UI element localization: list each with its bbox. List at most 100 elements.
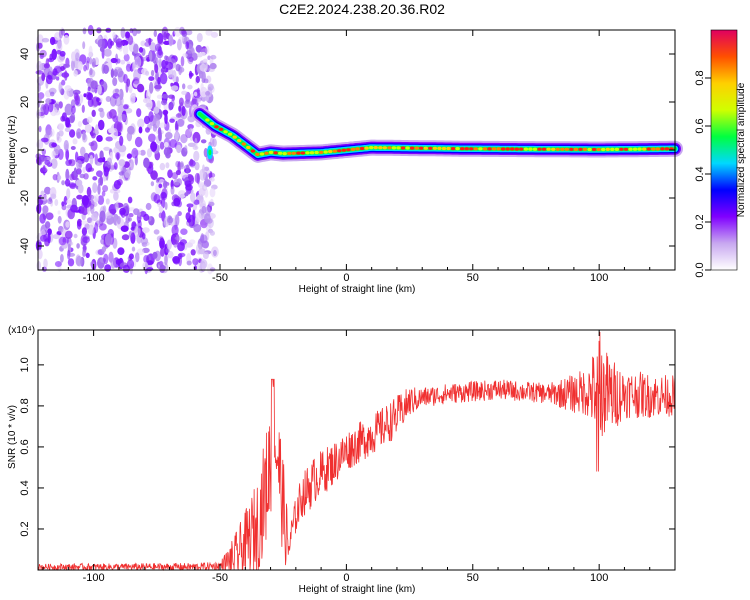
heatmap-cell xyxy=(40,104,46,113)
heatmap-cell xyxy=(97,157,105,163)
heatmap-cell xyxy=(71,59,75,71)
heatmap-ridge-peak xyxy=(227,132,233,136)
heatmap-cell xyxy=(102,185,109,192)
heatmap-cell xyxy=(209,187,216,198)
heatmap-ridge-peak xyxy=(255,152,260,156)
heatmap-cell xyxy=(112,77,118,87)
heatmap-cell xyxy=(37,249,43,260)
heatmap-ridge-peak xyxy=(519,147,524,151)
heatmap-cell xyxy=(178,97,184,107)
heatmap-cell xyxy=(44,159,51,166)
heatmap-cell xyxy=(104,233,113,246)
heatmap-cell xyxy=(69,129,76,138)
heatmap-cell xyxy=(173,197,181,207)
heatmap-cell xyxy=(180,228,188,235)
heatmap-cell xyxy=(209,267,216,272)
x-tick-label: 50 xyxy=(467,272,479,284)
heatmap-cell xyxy=(145,202,152,211)
spectrogram-y-label: Frequency (Hz) xyxy=(7,116,18,185)
heatmap-ridge-peak xyxy=(505,147,510,151)
heatmap-noise-region xyxy=(35,24,219,275)
heatmap-ridge-peak xyxy=(546,147,551,151)
heatmap-cell xyxy=(45,212,54,220)
heatmap-ridge-peak xyxy=(287,151,292,155)
heatmap-signal-ridge xyxy=(191,106,683,163)
heatmap-ridge-peak xyxy=(437,146,442,150)
heatmap-cell xyxy=(101,190,106,197)
heatmap-cell xyxy=(181,29,187,35)
heatmap-cell xyxy=(121,234,130,241)
heatmap-cell xyxy=(158,183,163,189)
heatmap-cell xyxy=(82,41,86,50)
heatmap-cell xyxy=(75,52,80,62)
heatmap-cell xyxy=(36,203,42,214)
heatmap-cell xyxy=(76,128,82,139)
heatmap-ridge-peak xyxy=(478,147,483,151)
heatmap-ridge-peak xyxy=(241,142,246,146)
heatmap-cell xyxy=(35,70,44,75)
heatmap-cell xyxy=(166,239,172,250)
heatmap-ridge-peak xyxy=(250,149,256,153)
heatmap-cell xyxy=(51,48,57,61)
heatmap-cell xyxy=(149,50,153,62)
heatmap-cell xyxy=(86,56,90,64)
heatmap-cell xyxy=(43,258,48,268)
heatmap-ridge-peak xyxy=(328,149,333,154)
heatmap-cell xyxy=(134,56,142,69)
x-tick-label: -100 xyxy=(83,572,105,584)
heatmap-cell xyxy=(119,207,126,215)
heatmap-cell xyxy=(127,35,134,46)
heatmap-cell xyxy=(154,250,161,262)
heatmap-cell xyxy=(126,259,135,270)
heatmap-cell xyxy=(38,125,42,133)
heatmap-cell xyxy=(87,98,94,107)
heatmap-cell xyxy=(203,147,208,158)
heatmap-cell xyxy=(210,54,217,60)
heatmap-cell xyxy=(41,37,50,43)
heatmap-cell xyxy=(133,43,139,54)
heatmap-cell xyxy=(159,162,166,171)
heatmap-cell xyxy=(110,257,116,269)
heatmap-cell xyxy=(172,255,181,264)
heatmap-cell xyxy=(61,204,67,211)
heatmap-cell xyxy=(103,146,111,151)
heatmap-cell xyxy=(207,172,216,179)
y-tick-label: 0.6 xyxy=(19,439,31,454)
heatmap-ridge-peak xyxy=(605,147,610,151)
heatmap-cell xyxy=(207,83,214,91)
heatmap-cell xyxy=(75,179,83,187)
heatmap-ridge-peak xyxy=(487,147,492,151)
heatmap-ridge-peak xyxy=(578,147,583,151)
heatmap-cell xyxy=(139,149,146,156)
heatmap-cell xyxy=(195,75,200,84)
heatmap-cell xyxy=(114,66,123,73)
spectrogram-x-label: Height of straight line (km) xyxy=(299,284,416,295)
heatmap-cell xyxy=(146,148,153,158)
heatmap-cell xyxy=(82,27,87,35)
heatmap-ridge-peak xyxy=(237,139,242,143)
heatmap-cell xyxy=(99,210,106,223)
heatmap-cell xyxy=(148,76,155,81)
heatmap-cell xyxy=(104,264,112,272)
heatmap-cell xyxy=(195,212,202,223)
heatmap-cell xyxy=(153,113,161,121)
heatmap-cell xyxy=(158,212,163,219)
heatmap-ridge-peak xyxy=(396,146,401,150)
heatmap-cell xyxy=(194,137,198,149)
heatmap-cell xyxy=(176,144,182,154)
heatmap-cell xyxy=(77,121,82,128)
heatmap-cell xyxy=(63,140,69,152)
heatmap-ridge-peak xyxy=(441,146,447,151)
heatmap-cell xyxy=(58,123,64,131)
heatmap-cell xyxy=(123,104,129,110)
heatmap-cell xyxy=(159,264,166,273)
snr-series-line xyxy=(37,332,676,572)
heatmap-cell xyxy=(120,27,126,39)
heatmap-cell xyxy=(73,70,78,77)
heatmap-ridge-peak xyxy=(282,152,287,156)
heatmap-ridge-peak xyxy=(628,147,633,151)
heatmap-cell xyxy=(116,215,121,225)
heatmap-ridge-peak xyxy=(664,147,670,151)
heatmap-cell xyxy=(118,144,127,153)
heatmap-cell xyxy=(92,182,98,194)
